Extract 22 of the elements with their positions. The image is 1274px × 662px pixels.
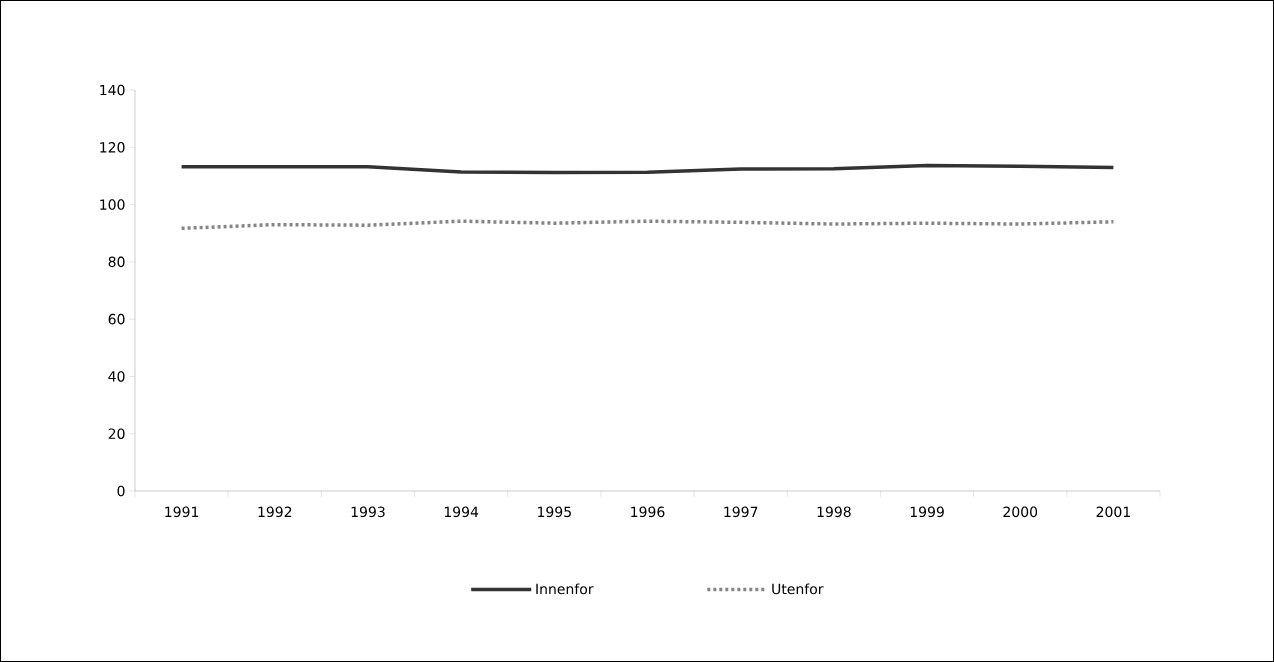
line-series (179, 219, 1116, 231)
legend-label: Utenfor (772, 583, 824, 595)
x-tick-label: 1995 (538, 506, 571, 518)
x-tick-label: 1993 (351, 506, 385, 518)
y-tick-label: 40 (108, 371, 125, 382)
y-tick-label: 80 (108, 256, 125, 268)
x-tick-label: 1992 (258, 506, 292, 518)
x-tick-label: 2001 (1096, 506, 1130, 518)
y-tick-label: 0 (117, 485, 125, 497)
y-tick-label: 100 (100, 199, 125, 210)
y-tick-label: 20 (108, 428, 125, 440)
x-tick-label: 1991 (165, 506, 199, 518)
x-tick-label: 1999 (910, 506, 944, 518)
y-tick-label: 120 (100, 141, 125, 153)
x-tick-label: 1994 (444, 506, 479, 518)
y-tick-label: 60 (108, 313, 125, 325)
x-tick-label: 1998 (817, 506, 851, 518)
x-tick-label: 2000 (1003, 506, 1038, 518)
legend-label: Innenfor (536, 583, 594, 595)
y-tick-label: 140 (100, 84, 125, 96)
x-tick-label: 1996 (631, 506, 665, 518)
x-tick-label: 1997 (724, 506, 758, 518)
